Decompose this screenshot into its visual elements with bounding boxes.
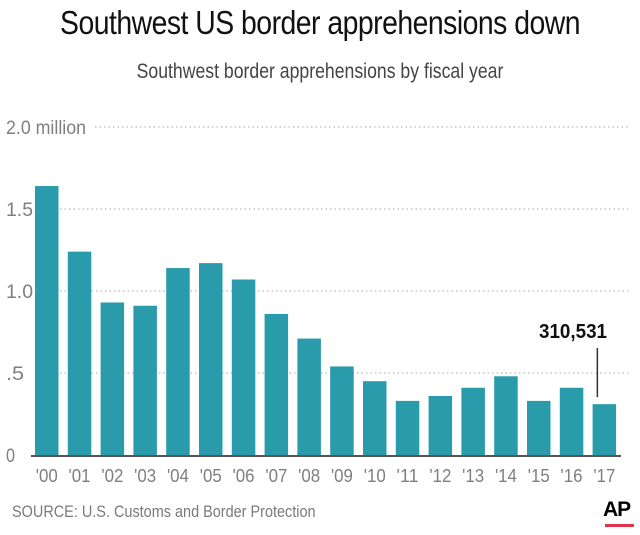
bar <box>199 263 223 455</box>
x-tick-label: '00 <box>36 466 58 486</box>
bar <box>264 313 289 455</box>
x-tick-label: '02 <box>101 466 123 486</box>
chart-subtitle: Southwest border apprehensions by fiscal… <box>136 60 504 83</box>
ap-logo-underline <box>605 524 634 527</box>
x-tick-label: '17 <box>593 466 615 486</box>
y-axis-ticks: 0 .5 1.0 1.5 2.0 million <box>6 118 86 467</box>
y-tick-label: .5 <box>6 364 24 385</box>
bar <box>297 338 321 455</box>
x-tick-label: '01 <box>69 466 91 486</box>
bar <box>395 400 420 455</box>
x-tick-label: '12 <box>429 466 451 486</box>
x-tick-label: '04 <box>167 466 189 486</box>
x-tick-label: '06 <box>233 466 255 486</box>
bar <box>67 251 92 455</box>
bar <box>231 279 256 455</box>
bar <box>330 366 354 455</box>
bar <box>133 305 157 455</box>
x-tick-label: '13 <box>462 466 484 486</box>
x-axis-ticks: '00 '01 '02 '03 '04 '05 '06 '07 '08 '09 '10 '11 '12 '… <box>36 466 616 486</box>
x-tick-label: '03 <box>134 466 156 486</box>
y-tick-label: 1.0 <box>6 282 33 303</box>
x-tick-label: '07 <box>265 466 287 486</box>
x-tick-label: '05 <box>200 466 222 486</box>
y-tick-label: 0 <box>6 446 15 467</box>
chart-title: Southwest US border apprehensions down <box>60 4 580 41</box>
bar <box>100 302 125 455</box>
bar <box>428 395 453 455</box>
y-tick-label: 1.5 <box>6 200 33 221</box>
bar <box>166 268 190 455</box>
bar <box>559 387 584 455</box>
x-tick-label: '14 <box>495 466 517 486</box>
y-tick-label: 2.0 million <box>6 118 86 139</box>
bar <box>527 400 551 455</box>
annotations: 310,531 <box>539 321 607 398</box>
x-tick-label: '11 <box>397 466 419 486</box>
source-note: SOURCE: U.S. Customs and Border Protecti… <box>12 502 316 521</box>
bar <box>35 186 59 456</box>
x-tick-label: '09 <box>331 466 353 486</box>
bar <box>363 381 387 455</box>
bar <box>461 387 485 455</box>
x-tick-label: '15 <box>528 466 550 486</box>
bar <box>494 376 518 455</box>
x-tick-label: '08 <box>298 466 320 486</box>
x-tick-label: '16 <box>561 466 583 486</box>
data-label: 310,531 <box>539 321 607 343</box>
bars <box>35 186 617 456</box>
x-tick-label: '10 <box>364 466 386 486</box>
ap-logo: AP <box>603 498 631 521</box>
bar <box>592 404 617 455</box>
